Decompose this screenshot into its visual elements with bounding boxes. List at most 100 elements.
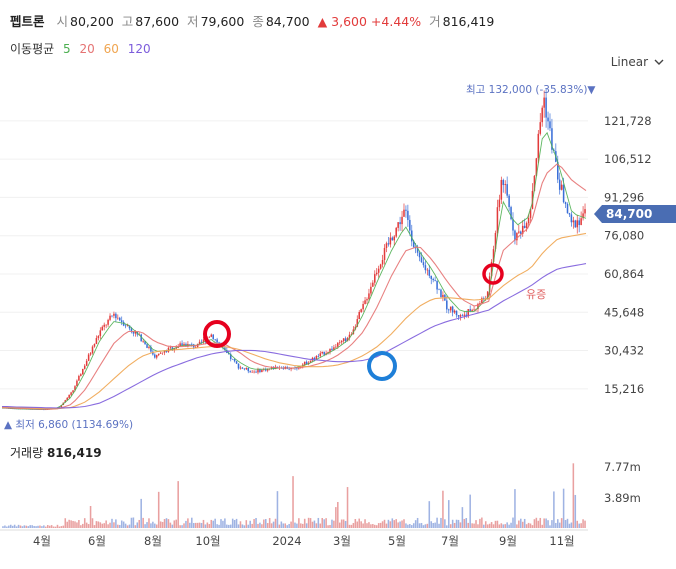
volume-bar xyxy=(41,526,43,528)
candle-body xyxy=(148,346,150,348)
max-annotation: 최고 132,000 (-35.83%)▼ xyxy=(466,84,596,96)
candle-body xyxy=(130,328,133,332)
candle-body xyxy=(372,282,374,287)
volume-bar xyxy=(58,526,61,528)
candle-body xyxy=(566,203,569,214)
volume-bar xyxy=(389,521,392,528)
volume-bar xyxy=(364,519,366,528)
candle-body xyxy=(362,304,364,310)
volume-bar xyxy=(350,524,353,528)
volume-bar xyxy=(570,522,573,528)
volume-bar xyxy=(356,521,359,528)
volume-bar xyxy=(243,525,246,528)
volume-bar xyxy=(484,521,487,528)
candle-body xyxy=(477,303,479,310)
volume-bar xyxy=(11,525,14,528)
volume-bar xyxy=(117,524,119,528)
volume-bar xyxy=(557,519,559,528)
candle-body xyxy=(66,397,68,401)
volume-bar xyxy=(574,494,577,528)
candle-body xyxy=(358,311,360,320)
candle-body xyxy=(111,315,113,317)
candle-body xyxy=(387,243,390,245)
volume-bar xyxy=(564,520,567,528)
ma-5: 5 xyxy=(63,42,71,56)
volume-bar xyxy=(8,525,10,528)
volume-bar xyxy=(580,523,582,528)
volume-bar xyxy=(338,522,341,528)
volume-bar xyxy=(296,523,298,528)
volume-bar xyxy=(368,522,370,528)
volume-bar xyxy=(278,524,281,528)
candle-body xyxy=(83,365,86,369)
candle-body xyxy=(348,334,351,339)
candle-body xyxy=(144,341,146,345)
candle-body xyxy=(471,309,473,311)
candle-body xyxy=(146,344,148,348)
candle-body xyxy=(154,354,156,358)
volume-bar xyxy=(115,519,117,528)
candle-body xyxy=(95,338,98,344)
candle-body xyxy=(323,351,325,355)
volume-bar xyxy=(506,522,508,528)
scale-selector[interactable]: Linear xyxy=(611,55,664,69)
candle-body xyxy=(179,343,181,347)
volume-bar xyxy=(510,522,512,528)
candle-body xyxy=(430,275,433,279)
candle-body xyxy=(426,269,429,271)
candle-body xyxy=(432,278,434,281)
volume-bar xyxy=(300,523,302,528)
volume-bar xyxy=(224,518,226,528)
candle-body xyxy=(255,371,257,373)
candle-body xyxy=(107,319,109,325)
candle-body xyxy=(436,280,438,290)
candle-body xyxy=(570,214,573,223)
volume-bar xyxy=(9,524,12,528)
volume-bar xyxy=(342,519,345,528)
volume-bar xyxy=(288,523,290,528)
y-tick-label: 45,648 xyxy=(604,305,644,319)
volume-bar xyxy=(372,524,374,528)
candle-body xyxy=(453,310,456,313)
candle-body xyxy=(381,259,384,265)
volume-bar xyxy=(479,518,481,528)
volume-bar xyxy=(508,524,510,528)
volume-bar xyxy=(152,521,154,528)
volume-bar xyxy=(194,522,197,528)
volume-bar xyxy=(56,524,59,528)
quote-header: 펩트론 시 80,200 고 87,600 저 79,600 종 84,700 ▲ 3,… xyxy=(10,11,502,30)
volume-bar xyxy=(418,523,421,528)
ma-legend[interactable]: 이동평균 5 20 60 120 xyxy=(10,40,156,57)
volume-bar xyxy=(381,521,384,528)
x-tick-label: 5월 xyxy=(388,534,406,548)
volume-bar xyxy=(122,521,125,528)
candle-body xyxy=(356,319,359,327)
candle-body xyxy=(506,184,508,196)
volume-bar xyxy=(490,522,493,528)
y-tick-label: 15,216 xyxy=(604,382,644,396)
volume-bar xyxy=(140,498,142,528)
close-value: 84,700 xyxy=(265,14,310,29)
volume-bar xyxy=(89,506,92,528)
candle-body xyxy=(224,347,226,350)
volume-bar xyxy=(259,522,261,528)
candle-body xyxy=(60,405,63,408)
volume-bar xyxy=(541,524,543,528)
candle-body xyxy=(409,219,411,231)
volume-bar xyxy=(226,524,228,528)
volume-bar xyxy=(459,522,462,528)
candle-body xyxy=(562,184,565,203)
candle-body xyxy=(520,231,522,234)
volume-bar xyxy=(60,526,63,528)
candle-body xyxy=(514,230,516,241)
volume-bar xyxy=(202,519,205,528)
volume-bar xyxy=(467,522,469,528)
volume-bar xyxy=(216,524,218,528)
candle-body xyxy=(504,184,506,186)
volume-bar xyxy=(113,522,115,528)
candle-body xyxy=(99,330,102,336)
y-tick-label: 106,512 xyxy=(604,152,652,166)
volume-bar xyxy=(483,524,485,528)
candle-body xyxy=(173,348,176,350)
